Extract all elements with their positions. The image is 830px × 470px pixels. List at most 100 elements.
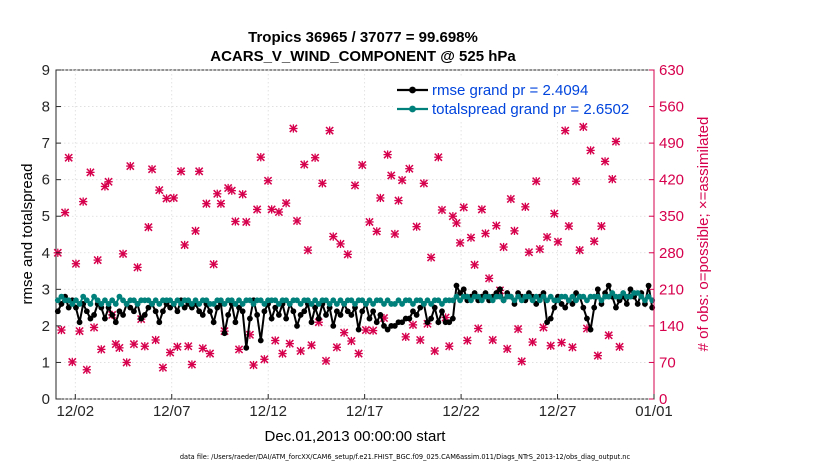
rmse-point (214, 304, 221, 311)
totalspread-point (312, 297, 319, 304)
totalspread-point (362, 301, 369, 307)
obs-count-marker (600, 157, 610, 166)
obs-count-marker (416, 335, 425, 345)
obs-count-marker (387, 171, 396, 180)
legend-box (393, 77, 649, 121)
totalspread-point (391, 301, 398, 307)
obs-count-marker (513, 324, 523, 334)
totalspread-point (453, 293, 460, 300)
totalspread-point (261, 301, 268, 307)
totalspread-point (348, 297, 355, 304)
totalspread-point (486, 293, 492, 300)
rmse-point (591, 304, 598, 311)
obs-count-marker (430, 346, 439, 356)
x-tick-label: 12/22 (442, 403, 480, 420)
obs-count-marker (155, 185, 164, 195)
totalspread-point (489, 297, 496, 304)
chart-subtitle: ACARS_V_WIND_COMPONENT @ 525 hPa (210, 48, 516, 65)
totalspread-point (210, 301, 217, 307)
rmse-point (116, 308, 123, 315)
totalspread-point (304, 297, 311, 304)
obs-count-marker (448, 212, 457, 221)
rmse-point (272, 304, 279, 311)
y-tick-label: 9 (42, 62, 50, 79)
totalspread-point (218, 297, 224, 304)
obs-count-marker (173, 342, 182, 351)
rmse-point (83, 308, 90, 315)
rmse-point (623, 301, 630, 307)
obs-count-marker (419, 179, 429, 188)
totalspread-point (203, 297, 210, 304)
rmse-point (333, 308, 340, 315)
totalspread-point (406, 297, 413, 304)
totalspread-point (333, 301, 340, 307)
rmse-point (384, 326, 391, 333)
totalspread-point (102, 297, 108, 304)
y-tick-label: 5 (42, 208, 50, 225)
obs-count-marker (564, 222, 573, 231)
obs-count-marker (289, 124, 298, 133)
obs-count-marker (546, 341, 555, 350)
rmse-point (428, 315, 435, 322)
obs-count-marker (571, 177, 581, 186)
totalspread-point (399, 301, 406, 307)
rmse-point (449, 315, 456, 322)
y-tick-label: 6 (42, 172, 50, 189)
rmse-point (417, 304, 424, 311)
totalspread-point (536, 297, 543, 304)
y-tick-label: 4 (42, 245, 50, 262)
rmse-point (91, 312, 97, 318)
rmse-point (254, 312, 261, 318)
obs-count-marker (318, 179, 327, 188)
totalspread-point (507, 293, 514, 300)
obs-count-marker (568, 343, 577, 352)
totalspread-point (116, 293, 123, 300)
totalspread-point (384, 297, 391, 304)
obs-count-marker (249, 360, 258, 370)
totalspread-point (323, 297, 329, 304)
obs-count-marker (492, 221, 501, 230)
rmse-point (261, 308, 268, 315)
rmse-point (391, 322, 398, 329)
obs-count-marker (408, 320, 418, 329)
y-tick-label: 2 (42, 318, 50, 335)
obs-count-marker (89, 323, 99, 332)
totalspread-point (192, 297, 199, 304)
obs-count-marker (267, 205, 276, 214)
rmse-point (439, 308, 445, 315)
totalspread-point (598, 297, 605, 304)
totalspread-point (428, 301, 435, 307)
obs-count-marker (162, 194, 171, 203)
rmse-point (181, 304, 188, 311)
rmse-point (580, 304, 587, 311)
legend-spread-label: totalspread grand pr = 2.6502 (432, 101, 629, 118)
axes: 0 1 2 3 4 5 6 7 8 9 0 70 140 210 280 350 420 490 560 630 12/… (42, 62, 684, 420)
totalspread-point (131, 297, 137, 304)
obs-count-marker (336, 239, 345, 249)
totalspread-point (569, 293, 576, 300)
obs-count-marker (281, 199, 291, 208)
y2-tick-label: 210 (659, 281, 684, 298)
obs-count-marker (339, 328, 349, 337)
obs-count-marker (401, 332, 410, 341)
obs-count-marker (484, 274, 494, 283)
obs-count-marker (253, 205, 262, 214)
obs-count-marker (321, 356, 331, 366)
rmse-point (377, 312, 384, 318)
totalspread-point (149, 301, 155, 307)
rmse-point (497, 286, 503, 293)
y2-axis-label: # of obs: o=possible; ×=assimilated (695, 117, 712, 352)
totalspread-point (80, 293, 87, 300)
obs-count-marker (390, 229, 400, 239)
totalspread-point (366, 297, 373, 304)
totalspread-point (156, 301, 163, 307)
totalspread-point (257, 297, 264, 304)
legend-rmse-label: rmse grand pr = 2.4094 (432, 82, 588, 99)
obs-count-marker (292, 216, 302, 226)
totalspread-point (109, 297, 116, 304)
obs-count-marker (57, 325, 66, 335)
totalspread-point (580, 293, 587, 300)
rmse-point (413, 312, 420, 318)
obs-count-marker (238, 190, 247, 199)
rmse-point (275, 312, 282, 318)
